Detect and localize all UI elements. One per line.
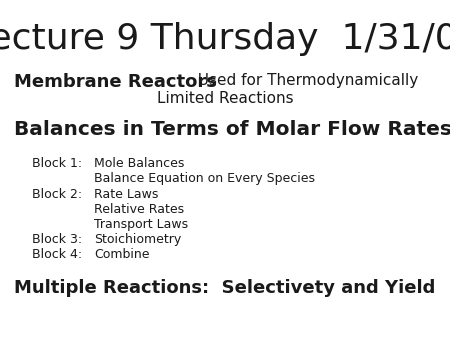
Text: Rate Laws: Rate Laws — [94, 188, 159, 200]
Text: Balances in Terms of Molar Flow Rates: Balances in Terms of Molar Flow Rates — [14, 120, 450, 139]
Text: Transport Laws: Transport Laws — [94, 218, 189, 231]
Text: Block 1:: Block 1: — [32, 157, 81, 170]
Text: Multiple Reactions:  Selectivety and Yield: Multiple Reactions: Selectivety and Yiel… — [14, 279, 435, 297]
Text: Block 4:: Block 4: — [32, 248, 81, 261]
Text: Lecture 9 Thursday  1/31/08: Lecture 9 Thursday 1/31/08 — [0, 22, 450, 56]
Text: Mole Balances: Mole Balances — [94, 157, 185, 170]
Text: Block 3:: Block 3: — [32, 233, 81, 246]
Text: :   Used for Thermodynamically: : Used for Thermodynamically — [178, 73, 418, 88]
Text: Stoichiometry: Stoichiometry — [94, 233, 182, 246]
Text: Combine: Combine — [94, 248, 150, 261]
Text: Limited Reactions: Limited Reactions — [157, 91, 293, 106]
Text: Block 2:: Block 2: — [32, 188, 81, 200]
Text: Balance Equation on Every Species: Balance Equation on Every Species — [94, 172, 315, 185]
Text: Relative Rates: Relative Rates — [94, 203, 184, 216]
Text: Membrane Reactors: Membrane Reactors — [14, 73, 216, 91]
